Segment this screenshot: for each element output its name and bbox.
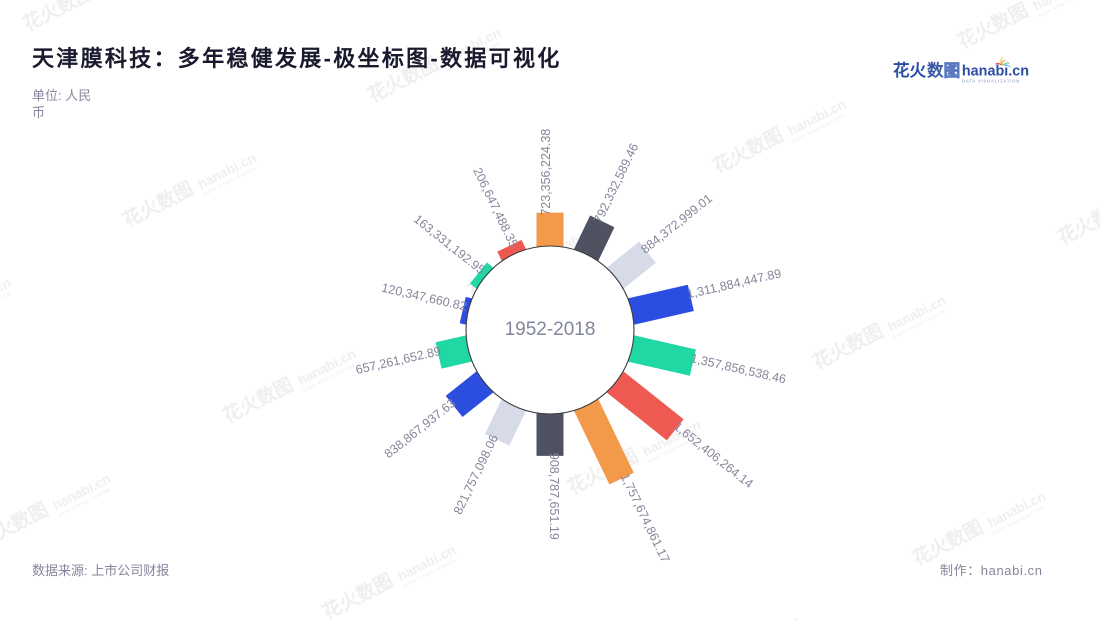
- svg-text:821,757,098.06: 821,757,098.06: [451, 432, 501, 516]
- svg-text:657,261,652.89: 657,261,652.89: [354, 344, 442, 377]
- svg-text:1,357,856,538.46: 1,357,856,538.46: [689, 351, 787, 386]
- svg-text:1,652,406,264.14: 1,652,406,264.14: [671, 419, 756, 491]
- svg-text:884,372,999.01: 884,372,999.01: [638, 191, 715, 256]
- svg-text:792,332,589.46: 792,332,589.46: [591, 141, 641, 225]
- svg-text:1952-2018: 1952-2018: [505, 319, 596, 340]
- svg-text:163,331,192.95: 163,331,192.95: [411, 212, 488, 277]
- svg-text:206,647,488.35: 206,647,488.35: [470, 165, 520, 249]
- svg-text:1,757,674,861.17: 1,757,674,861.17: [618, 471, 673, 565]
- svg-text:908,787,651.19: 908,787,651.19: [547, 453, 561, 540]
- svg-text:723,356,224.38: 723,356,224.38: [539, 129, 553, 216]
- svg-text:838,867,937.63: 838,867,937.63: [382, 396, 459, 461]
- svg-text:120,347,660.82: 120,347,660.82: [380, 281, 468, 314]
- svg-text:1,311,884,447.89: 1,311,884,447.89: [685, 266, 782, 301]
